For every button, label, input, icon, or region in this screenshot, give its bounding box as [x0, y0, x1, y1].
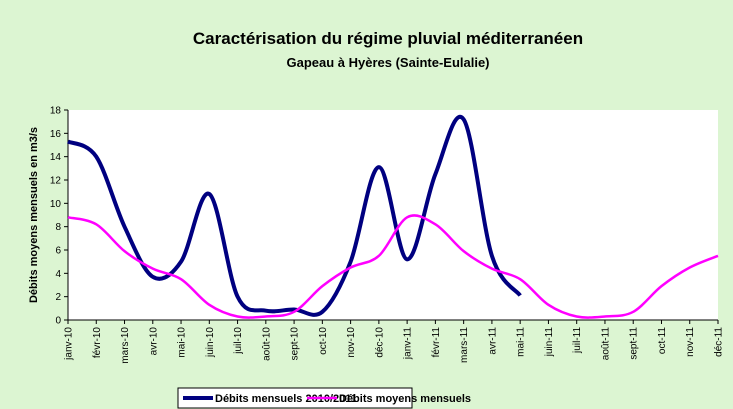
y-tick-label: 6 — [55, 246, 61, 257]
y-tick-label: 10 — [50, 199, 62, 210]
x-tick-label: mai-10 — [177, 327, 188, 358]
x-tick-label: oct-11 — [657, 327, 668, 354]
x-tick-label: janv-11 — [403, 327, 414, 360]
y-axis-label: Débits moyens mensuels en m3/s — [28, 127, 40, 303]
x-tick-label: avr-11 — [487, 327, 498, 355]
x-tick-label: sept-10 — [290, 327, 301, 361]
x-tick-label: août-11 — [600, 327, 611, 361]
y-tick-label: 2 — [55, 292, 61, 303]
x-tick-label: janv-10 — [64, 327, 75, 361]
chart-subtitle: Gapeau à Hyères (Sainte-Eulalie) — [286, 55, 489, 70]
x-tick-label: déc-10 — [374, 327, 385, 358]
series-line — [67, 114, 522, 317]
x-tick-label: sept-11 — [629, 327, 640, 360]
x-tick-label: juil-11 — [572, 327, 583, 354]
x-tick-label: déc-11 — [714, 327, 725, 357]
y-tick-label: 14 — [50, 152, 62, 163]
x-tick-label: juin-11 — [544, 327, 555, 358]
series-line — [67, 214, 719, 319]
x-tick-label: mars-10 — [120, 327, 131, 364]
x-tick-label: juil-10 — [233, 327, 244, 355]
y-tick-label: 0 — [55, 316, 61, 327]
x-tick-label: févr-10 — [92, 327, 103, 359]
y-tick-label: 16 — [50, 129, 62, 140]
legend-box — [177, 387, 413, 409]
y-tick-label: 8 — [55, 222, 61, 233]
x-tick-label: mars-11 — [459, 327, 470, 363]
x-tick-label: nov-11 — [685, 327, 696, 357]
x-tick-label: oct-10 — [318, 327, 329, 355]
x-tick-label: nov-10 — [346, 327, 357, 358]
x-tick-label: avr-10 — [148, 327, 159, 356]
y-tick-label: 4 — [55, 269, 61, 280]
y-tick-label: 18 — [50, 106, 62, 117]
x-tick-label: août-10 — [261, 327, 272, 361]
legend-label: Débits moyens mensuels — [339, 393, 471, 405]
chart-title: Caractérisation du régime pluvial médite… — [193, 29, 583, 48]
y-tick-label: 12 — [50, 176, 62, 187]
x-tick-label: févr-11 — [431, 327, 442, 358]
x-tick-label: juin-10 — [205, 327, 216, 358]
legend-label: Débits mensuels 2010/2011 — [215, 393, 357, 405]
x-tick-label: mai-11 — [516, 327, 527, 357]
